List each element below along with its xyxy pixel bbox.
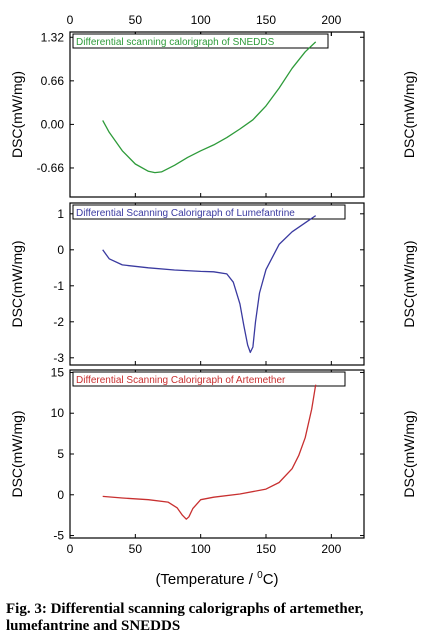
y-tick-label: -1 xyxy=(53,279,64,293)
chart-title-lumefantrine: Differential Scanning Calorigraph of Lum… xyxy=(76,208,295,219)
plot-frame xyxy=(69,31,365,198)
right-y-axis-label: DSC(mW/mg) xyxy=(401,240,417,327)
y-tick-label: -3 xyxy=(53,351,64,365)
y-tick-label: -0.66 xyxy=(37,161,65,175)
title-box xyxy=(72,204,346,220)
y-tick-label: -2 xyxy=(53,315,64,329)
y-tick-label: 5 xyxy=(57,447,64,461)
dsc-curve-lumefantrine xyxy=(102,215,317,354)
y-tick-label: 1 xyxy=(57,207,64,221)
x-axis-label: (Temperature / 0C) xyxy=(155,570,278,588)
x-axis-label-superscript: 0 xyxy=(257,570,263,581)
y-tick-label: -5 xyxy=(53,529,64,543)
plot-frame xyxy=(69,202,365,366)
title-box xyxy=(72,33,329,49)
top-x-tick-label: 0 xyxy=(67,13,74,27)
plot-frame xyxy=(69,369,365,539)
top-x-tick-label: 50 xyxy=(129,13,143,27)
y-axis-label: DSC(mW/mg) xyxy=(9,410,25,497)
x-tick-label: 50 xyxy=(129,542,143,556)
x-tick-label: 200 xyxy=(321,542,341,556)
y-axis-label: DSC(mW/mg) xyxy=(9,71,25,158)
dsc-curve-artemether xyxy=(102,384,317,520)
dsc-curve-snedds xyxy=(102,41,317,174)
chart-title-artemether: Differential Scanning Calorigraph of Art… xyxy=(76,375,286,386)
x-tick-label: 0 xyxy=(67,542,74,556)
snedds-panel: 1.32 0.66 0.00 -0.66 DSC(mW/mg) DSC(mW/mg) Dif… xyxy=(9,30,417,198)
y-tick-label: 0.66 xyxy=(41,74,65,88)
title-box xyxy=(72,371,346,387)
x-tick-label: 100 xyxy=(191,542,211,556)
y-tick-label: 1.32 xyxy=(41,30,65,44)
y-axis-label: DSC(mW/mg) xyxy=(9,240,25,327)
lumefantrine-panel: 1 0 -1 -2 -3 DSC(mW/mg) DSC(mW/mg) Differential… xyxy=(9,202,417,366)
y-tick-label: 0 xyxy=(57,488,64,502)
y-tick-label: 10 xyxy=(51,406,65,420)
top-x-tick-label: 100 xyxy=(191,13,211,27)
y-tick-label: 15 xyxy=(51,365,65,379)
top-x-tick-label: 200 xyxy=(321,13,341,27)
right-y-axis-label: DSC(mW/mg) xyxy=(401,71,417,158)
top-x-tick-label: 150 xyxy=(256,13,276,27)
x-tick-label: 150 xyxy=(256,542,276,556)
right-y-axis-label: DSC(mW/mg) xyxy=(401,410,417,497)
figure-caption: Fig. 3: Differential scanning calorigrap… xyxy=(6,601,364,634)
y-tick-label: 0 xyxy=(57,243,64,257)
y-tick-label: 0.00 xyxy=(41,117,65,131)
chart-title-snedds: Differential scanning calorigraph of SNE… xyxy=(76,37,275,48)
